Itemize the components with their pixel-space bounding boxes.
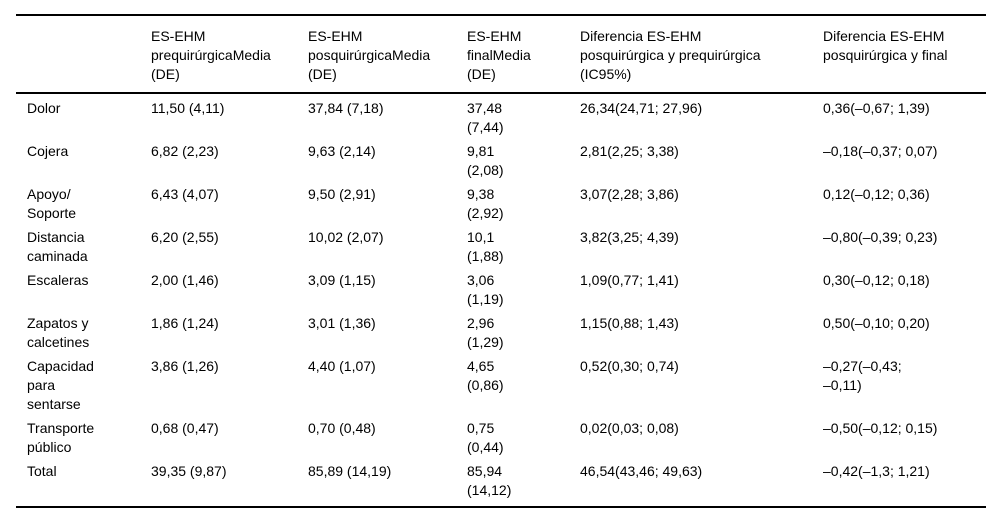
cell: 3,86 (1,26) bbox=[151, 358, 219, 374]
column-header-diferencia-pos-final: Diferencia ES-EHM posquirúrgica y final bbox=[823, 28, 948, 63]
row-label: Capacidad para sentarse bbox=[27, 358, 94, 412]
cell: 3,01 (1,36) bbox=[308, 315, 376, 331]
table-body: Dolor 11,50 (4,11) 37,84 (7,18) 37,48 (7… bbox=[16, 93, 986, 507]
row-label: Total bbox=[27, 463, 57, 479]
cell: 0,52(0,30; 0,74) bbox=[580, 358, 679, 374]
cell: –0,42(–1,3; 1,21) bbox=[823, 463, 930, 479]
cell: 6,43 (4,07) bbox=[151, 186, 219, 202]
column-header-es-ehm-prequirurgica: ES-EHM prequirúrgicaMedia (DE) bbox=[151, 28, 271, 82]
cell: 9,38 (2,92) bbox=[467, 186, 504, 221]
cell: 9,50 (2,91) bbox=[308, 186, 376, 202]
row-label: Apoyo/ Soporte bbox=[27, 186, 77, 221]
cell: 0,70 (0,48) bbox=[308, 420, 376, 436]
table-row-cojera: Cojera 6,82 (2,23) 9,63 (2,14) 9,81 (2,0… bbox=[16, 137, 986, 180]
row-label: Transporte público bbox=[27, 420, 95, 455]
row-label: Distancia caminada bbox=[27, 229, 88, 264]
cell: 2,00 (1,46) bbox=[151, 272, 219, 288]
cell: –0,27(–0,43; –0,11) bbox=[823, 358, 902, 393]
cell: 0,75 (0,44) bbox=[467, 420, 504, 455]
cell: 1,86 (1,24) bbox=[151, 315, 219, 331]
cell: 0,68 (0,47) bbox=[151, 420, 219, 436]
cell: 0,50(–0,10; 0,20) bbox=[823, 315, 930, 331]
header-row: ES-EHM prequirúrgicaMedia (DE) ES-EHM po… bbox=[16, 15, 986, 93]
cell: 0,12(–0,12; 0,36) bbox=[823, 186, 930, 202]
row-label: Cojera bbox=[27, 143, 69, 159]
table-row-apoyo-soporte: Apoyo/ Soporte 6,43 (4,07) 9,50 (2,91) 9… bbox=[16, 180, 986, 223]
table-row-total: Total 39,35 (9,87) 85,89 (14,19) 85,94 (… bbox=[16, 457, 986, 507]
cell: –0,18(–0,37; 0,07) bbox=[823, 143, 938, 159]
cell: 37,48 (7,44) bbox=[467, 100, 504, 135]
cell: 0,36(–0,67; 1,39) bbox=[823, 100, 930, 116]
cell: –0,50(–0,12; 0,15) bbox=[823, 420, 938, 436]
row-label: Zapatos y calcetines bbox=[27, 315, 90, 350]
cell: 2,96 (1,29) bbox=[467, 315, 504, 350]
cell: 9,63 (2,14) bbox=[308, 143, 376, 159]
cell: 46,54(43,46; 49,63) bbox=[580, 463, 703, 479]
cell: 85,94 (14,12) bbox=[467, 463, 512, 498]
table-header: ES-EHM prequirúrgicaMedia (DE) ES-EHM po… bbox=[16, 15, 986, 93]
cell: 3,06 (1,19) bbox=[467, 272, 504, 307]
cell: –0,80(–0,39; 0,23) bbox=[823, 229, 938, 245]
table-row-distancia-caminada: Distancia caminada 6,20 (2,55) 10,02 (2,… bbox=[16, 223, 986, 266]
table-row-transporte-publico: Transporte público 0,68 (0,47) 0,70 (0,4… bbox=[16, 414, 986, 457]
cell: 9,81 (2,08) bbox=[467, 143, 504, 178]
column-header-empty bbox=[16, 15, 151, 93]
column-header-es-ehm-final: ES-EHM finalMedia (DE) bbox=[467, 28, 531, 82]
cell: 0,30(–0,12; 0,18) bbox=[823, 272, 930, 288]
column-header-diferencia-pos-pre: Diferencia ES-EHM posquirúrgica y prequi… bbox=[580, 28, 761, 82]
cell: 39,35 (9,87) bbox=[151, 463, 227, 479]
results-table-container: ES-EHM prequirúrgicaMedia (DE) ES-EHM po… bbox=[16, 14, 986, 508]
results-table: ES-EHM prequirúrgicaMedia (DE) ES-EHM po… bbox=[16, 14, 986, 508]
cell: 1,09(0,77; 1,41) bbox=[580, 272, 679, 288]
cell: 0,02(0,03; 0,08) bbox=[580, 420, 679, 436]
table-row-dolor: Dolor 11,50 (4,11) 37,84 (7,18) 37,48 (7… bbox=[16, 93, 986, 137]
column-header-es-ehm-posquirurgica: ES-EHM posquirúrgicaMedia (DE) bbox=[308, 28, 431, 82]
cell: 85,89 (14,19) bbox=[308, 463, 392, 479]
cell: 37,84 (7,18) bbox=[308, 100, 384, 116]
cell: 3,82(3,25; 4,39) bbox=[580, 229, 679, 245]
cell: 4,40 (1,07) bbox=[308, 358, 376, 374]
cell: 11,50 (4,11) bbox=[151, 100, 225, 116]
cell: 10,02 (2,07) bbox=[308, 229, 384, 245]
row-label: Escaleras bbox=[27, 272, 89, 288]
cell: 6,82 (2,23) bbox=[151, 143, 219, 159]
table-row-zapatos-calcetines: Zapatos y calcetines 1,86 (1,24) 3,01 (1… bbox=[16, 309, 986, 352]
cell: 6,20 (2,55) bbox=[151, 229, 219, 245]
cell: 26,34(24,71; 27,96) bbox=[580, 100, 703, 116]
cell: 4,65 (0,86) bbox=[467, 358, 504, 393]
cell: 2,81(2,25; 3,38) bbox=[580, 143, 679, 159]
row-label: Dolor bbox=[27, 100, 61, 116]
cell: 1,15(0,88; 1,43) bbox=[580, 315, 679, 331]
table-row-capacidad-sentarse: Capacidad para sentarse 3,86 (1,26) 4,40… bbox=[16, 352, 986, 414]
cell: 10,1 (1,88) bbox=[467, 229, 504, 264]
cell: 3,07(2,28; 3,86) bbox=[580, 186, 679, 202]
cell: 3,09 (1,15) bbox=[308, 272, 376, 288]
table-row-escaleras: Escaleras 2,00 (1,46) 3,09 (1,15) 3,06 (… bbox=[16, 266, 986, 309]
